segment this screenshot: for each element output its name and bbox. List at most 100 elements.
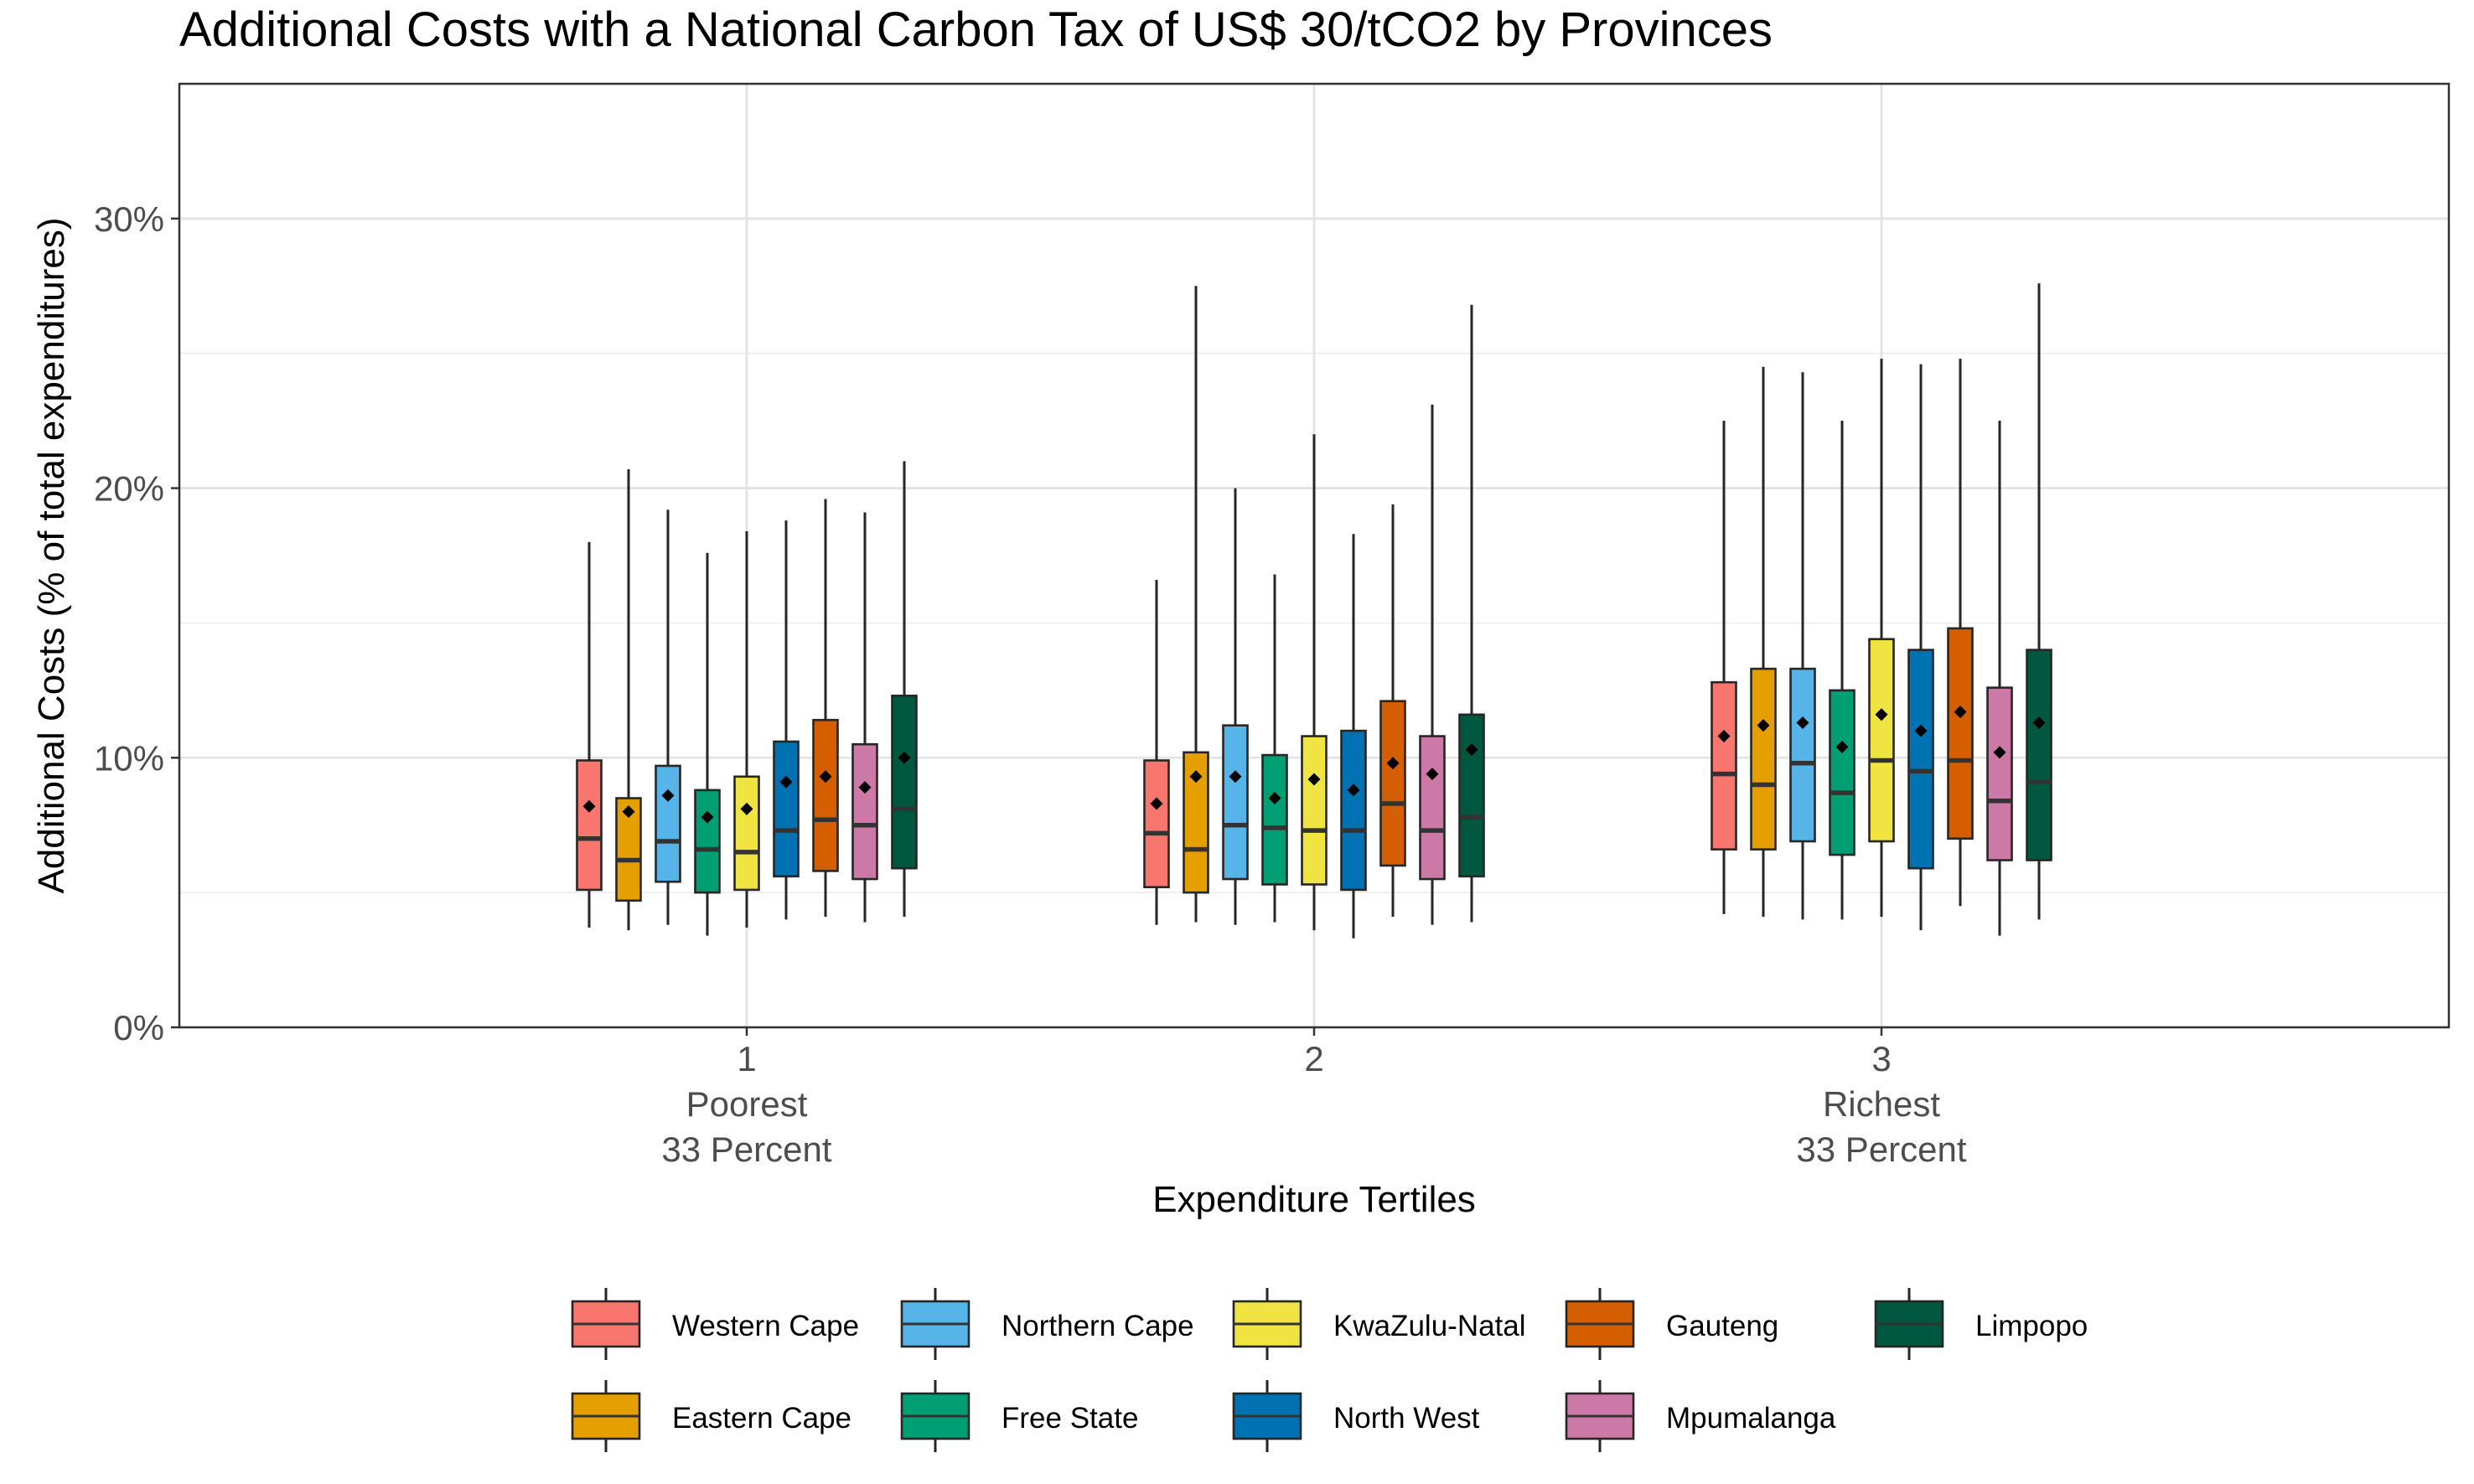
box-western-cape-tertile-3 [1711,421,1737,914]
box-north-west-tertile-3 [1907,364,1934,931]
x-tick-label: 3 [1871,1039,1891,1078]
box-body [1829,689,1856,856]
mean-marker [1757,719,1770,732]
box-body [851,742,878,881]
box-body [1379,700,1406,867]
box-layer [576,283,2052,938]
legend-item-northern-cape: Northern Cape [900,1288,1194,1360]
box-north-west-tertile-1 [773,520,800,920]
box-body [1419,735,1446,881]
box-western-cape-tertile-2 [1143,579,1170,925]
box-body [2026,649,2052,861]
y-axis-title: Additional Costs (% of total expenditure… [31,217,72,893]
box-body [1986,686,2013,861]
mean-marker [1386,757,1400,770]
mean-marker [1347,783,1360,797]
x-tick-label: Richest [1823,1084,1940,1124]
box-body [655,764,681,883]
box-north-west-tertile-2 [1340,534,1367,938]
box-kwazulu-natal-tertile-2 [1301,434,1328,931]
legend-item-western-cape: Western Cape [571,1288,859,1360]
chart-title: Additional Costs with a National Carbon … [179,3,1773,57]
legend-label: North West [1333,1402,1480,1435]
mean-marker [661,789,675,802]
mean-marker [1426,768,1439,781]
box-free-state-tertile-1 [694,552,721,936]
box-body [1458,713,1485,878]
mean-marker [701,810,714,824]
x-tick-label: 2 [1304,1039,1323,1078]
mean-marker [740,802,753,815]
legend-label: KwaZulu-Natal [1333,1310,1526,1342]
mean-marker [898,751,911,764]
mean-marker [1268,792,1281,805]
box-body [1711,680,1737,851]
mean-marker [1465,743,1478,757]
box-northern-cape-tertile-1 [655,509,681,925]
box-body [1750,667,1777,851]
box-body [576,759,603,892]
box-eastern-cape-tertile-2 [1183,286,1209,923]
legend-label: Mpumalanga [1666,1402,1836,1435]
mean-marker [1229,770,1242,783]
box-gauteng-tertile-2 [1379,504,1406,918]
mean-marker [858,781,872,794]
mean-marker [622,805,635,819]
box-free-state-tertile-2 [1261,574,1288,923]
y-tick-label: 20% [94,469,164,509]
box-body [891,694,918,870]
legend-item-eastern-cape: Eastern Cape [571,1380,851,1452]
legend-label: Limpopo [1975,1310,2088,1342]
x-tick-label: 33 Percent [661,1130,831,1169]
legend-item-free-state: Free State [900,1380,1138,1452]
box-body [1947,627,1974,840]
legend-label: Gauteng [1666,1310,1778,1342]
mean-marker [1993,746,2006,759]
box-western-cape-tertile-1 [576,541,603,928]
box-northern-cape-tertile-2 [1222,488,1249,925]
box-body [812,718,839,872]
legend-item-kwazulu-natal: KwaZulu-Natal [1232,1288,1526,1360]
box-kwazulu-natal-tertile-1 [733,531,760,928]
box-eastern-cape-tertile-1 [615,469,642,931]
legend-label: Western Cape [672,1310,859,1342]
box-body [773,740,800,878]
box-limpopo-tertile-3 [2026,283,2052,920]
box-eastern-cape-tertile-3 [1750,366,1777,918]
x-tick-label: 1 [737,1039,756,1078]
mean-marker [1796,716,1809,729]
x-tick-label: 33 Percent [1796,1130,1966,1169]
y-tick-label: 10% [94,738,164,778]
mean-marker [1150,797,1163,810]
box-body [1907,649,1934,870]
legend-label: Northern Cape [1002,1310,1194,1342]
x-axis-title: Expenditure Tertiles [1152,1179,1476,1220]
box-free-state-tertile-3 [1829,421,1856,920]
box-body [694,789,721,894]
legend-item-mpumalanga: Mpumalanga [1565,1380,1836,1452]
box-limpopo-tertile-2 [1458,304,1485,923]
mean-marker [819,770,832,783]
box-body [1222,724,1249,881]
box-body [1261,753,1288,886]
y-tick-label: 0% [113,1008,164,1047]
box-body [1868,638,1895,843]
x-tick-label: Poorest [686,1084,808,1124]
box-mpumalanga-tertile-2 [1419,404,1446,925]
box-body [1340,729,1367,892]
mean-marker [1875,708,1888,721]
box-limpopo-tertile-1 [891,461,918,918]
box-northern-cape-tertile-3 [1789,372,1816,920]
box-mpumalanga-tertile-3 [1986,421,2013,936]
legend-item-north-west: North West [1232,1380,1480,1452]
mean-marker [582,799,596,813]
legend-item-gauteng: Gauteng [1565,1288,1778,1360]
mean-marker [779,775,793,789]
y-tick-label: 30% [94,199,164,239]
box-mpumalanga-tertile-1 [851,512,878,923]
mean-marker [1835,740,1849,753]
mean-marker [1914,724,1928,737]
box-gauteng-tertile-3 [1947,359,1974,907]
mean-marker [1954,706,1967,719]
